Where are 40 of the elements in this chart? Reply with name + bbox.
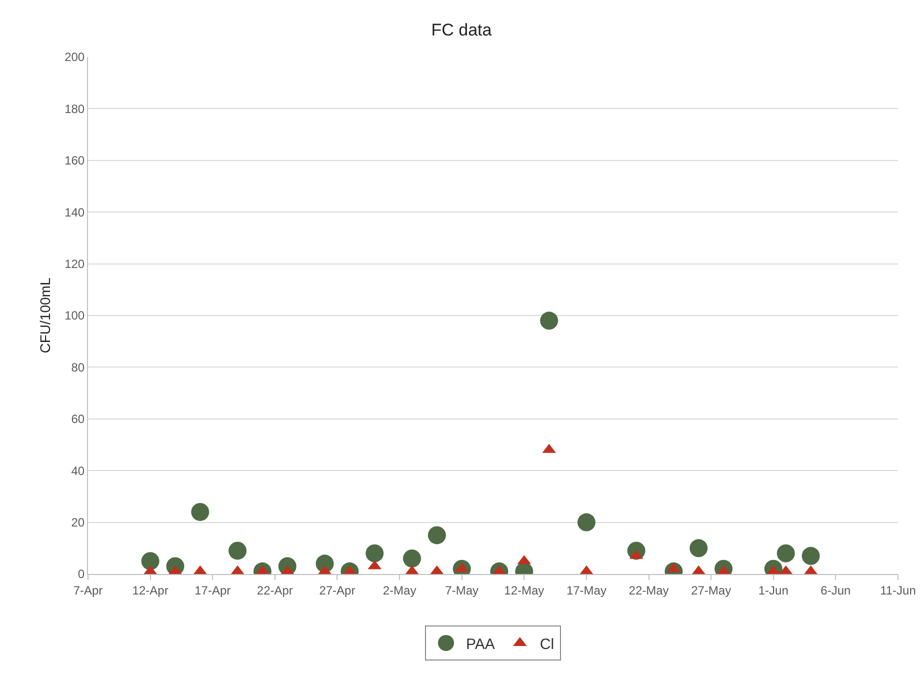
y-tick-label: 60 — [71, 412, 85, 426]
point — [428, 526, 446, 544]
point — [776, 544, 795, 562]
point — [690, 539, 708, 558]
y-tick-label: 0 — [78, 567, 85, 582]
y-tick-label: 80 — [71, 360, 85, 374]
x-tick-label: 12-Apr — [132, 583, 168, 598]
point — [802, 546, 820, 565]
x-tick-label: 6-Jun — [820, 583, 851, 598]
y-tick-label: 180 — [64, 102, 85, 116]
y-tick-label: 120 — [64, 257, 85, 271]
point — [403, 549, 421, 568]
x-tick-label: 27-May — [691, 583, 732, 598]
chart-title: FC data — [431, 20, 492, 40]
y-tick-label: 100 — [64, 308, 85, 323]
point — [366, 544, 384, 562]
legend-label: Cl — [540, 636, 554, 653]
x-tick-label: 22-May — [628, 583, 669, 598]
y-tick-label: 140 — [64, 205, 85, 220]
x-tick-label: 1-Jun — [758, 583, 788, 598]
y-tick-label: 40 — [71, 464, 85, 478]
x-tick-label: 12-May — [504, 583, 544, 598]
point — [577, 513, 596, 532]
x-tick-label: 22-Apr — [256, 583, 293, 598]
x-tick-label: 17-May — [566, 583, 606, 598]
x-tick-label: 7-May — [445, 583, 479, 598]
x-tick-label: 27-Apr — [319, 583, 356, 598]
y-axis-title: CFU/100mL — [37, 278, 53, 354]
point — [228, 542, 247, 560]
x-tick-label: 7-Apr — [73, 583, 103, 598]
point — [141, 552, 160, 570]
x-tick-label: 2-May — [382, 583, 416, 598]
y-tick-label: 200 — [64, 50, 85, 64]
point — [540, 312, 558, 330]
y-tick-label: 20 — [71, 516, 85, 530]
legend-label: PAA — [466, 636, 495, 653]
x-tick-label: 17-Apr — [194, 583, 231, 598]
point — [191, 502, 210, 521]
y-tick-label: 160 — [64, 154, 85, 168]
x-tick-label: 11-Jun — [880, 583, 916, 598]
